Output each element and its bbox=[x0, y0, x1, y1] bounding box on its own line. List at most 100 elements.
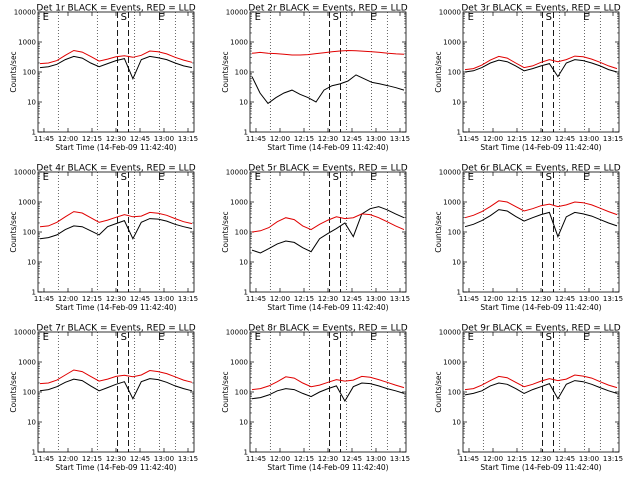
x-tick-label: 13:00 bbox=[579, 455, 599, 463]
series-line-events bbox=[464, 209, 618, 238]
x-tick-label: 13:00 bbox=[366, 135, 386, 143]
marker-label: S bbox=[333, 172, 339, 183]
y-tick-label: 100 bbox=[23, 229, 36, 237]
x-tick-label: 11:45 bbox=[459, 135, 479, 143]
y-tick-label: 1 bbox=[32, 449, 36, 457]
x-axis-label: Start Time (14-Feb-09 11:42:40) bbox=[55, 303, 176, 312]
series-line-lld bbox=[39, 211, 193, 228]
x-tick-label: 12:45 bbox=[130, 295, 150, 303]
panel-title: Det 4r BLACK = Events, RED = LLD bbox=[36, 164, 195, 174]
series-line-events bbox=[39, 55, 193, 80]
x-tick-label: 11:45 bbox=[246, 295, 266, 303]
x-tick-label: 11:45 bbox=[34, 455, 54, 463]
x-tick-label: 12:00 bbox=[270, 455, 290, 463]
x-tick-label: 12:00 bbox=[483, 295, 503, 303]
x-tick-label: 12:45 bbox=[130, 455, 150, 463]
y-tick-label: 1000 bbox=[230, 39, 248, 47]
y-tick-label: 1000 bbox=[443, 39, 461, 47]
series-line-events bbox=[39, 378, 193, 400]
marker-label: S bbox=[333, 12, 339, 23]
series-line-lld bbox=[464, 55, 618, 71]
marker-label: E bbox=[583, 332, 589, 343]
plot-frame bbox=[462, 331, 620, 453]
x-tick-label: 12:30 bbox=[531, 295, 551, 303]
x-tick-label: 12:30 bbox=[318, 455, 338, 463]
plot-frame bbox=[462, 171, 620, 293]
series-line-events bbox=[251, 206, 405, 254]
x-tick-label: 12:00 bbox=[58, 455, 78, 463]
marker-label: E bbox=[255, 172, 261, 183]
x-tick-label: 13:15 bbox=[390, 455, 410, 463]
x-axis-label: Start Time (14-Feb-09 11:42:40) bbox=[267, 463, 388, 472]
x-tick-label: 12:15 bbox=[507, 135, 527, 143]
x-tick-label: 12:30 bbox=[531, 455, 551, 463]
y-axis-label: Counts/sec bbox=[221, 211, 230, 252]
panel-title: Det 1r BLACK = Events, RED = LLD bbox=[36, 4, 195, 14]
y-tick-label: 10000 bbox=[14, 169, 36, 177]
x-tick-label: 12:00 bbox=[270, 135, 290, 143]
x-axis-label: Start Time (14-Feb-09 11:42:40) bbox=[480, 303, 601, 312]
x-tick-label: 12:15 bbox=[82, 455, 102, 463]
x-tick-label: 13:15 bbox=[178, 135, 198, 143]
series-line-events bbox=[251, 74, 405, 105]
x-tick-label: 13:00 bbox=[366, 295, 386, 303]
series-line-lld bbox=[39, 49, 193, 65]
series-line-lld bbox=[251, 213, 405, 233]
y-tick-label: 1 bbox=[457, 449, 461, 457]
marker-label: E bbox=[468, 332, 474, 343]
marker-label: S bbox=[121, 172, 127, 183]
marker-label: E bbox=[370, 172, 376, 183]
y-tick-label: 1000 bbox=[230, 359, 248, 367]
marker-label: E bbox=[158, 332, 164, 343]
y-tick-label: 100 bbox=[23, 389, 36, 397]
plot-frame bbox=[249, 11, 407, 133]
y-tick-label: 10 bbox=[27, 259, 36, 267]
x-tick-label: 13:15 bbox=[178, 455, 198, 463]
marker-label: E bbox=[583, 172, 589, 183]
marker-label: E bbox=[255, 332, 261, 343]
series-line-lld bbox=[464, 374, 618, 391]
y-tick-label: 100 bbox=[235, 69, 248, 77]
panel-title: Det 3r BLACK = Events, RED = LLD bbox=[461, 4, 620, 14]
marker-label: S bbox=[546, 12, 552, 23]
x-tick-label: 12:15 bbox=[82, 295, 102, 303]
series-line-lld bbox=[251, 49, 405, 56]
x-tick-label: 12:30 bbox=[318, 295, 338, 303]
y-tick-label: 1 bbox=[32, 129, 36, 137]
x-tick-label: 11:45 bbox=[34, 135, 54, 143]
x-tick-label: 12:30 bbox=[106, 295, 126, 303]
x-tick-label: 12:30 bbox=[318, 135, 338, 143]
x-tick-label: 13:15 bbox=[390, 295, 410, 303]
plot-frame bbox=[462, 11, 620, 133]
series-line-events bbox=[464, 380, 618, 400]
series-line-lld bbox=[39, 369, 193, 385]
y-axis-label: Counts/sec bbox=[221, 51, 230, 92]
panel-title: Det 6r BLACK = Events, RED = LLD bbox=[461, 164, 620, 174]
plot-frame bbox=[37, 11, 195, 133]
x-tick-label: 12:45 bbox=[555, 135, 575, 143]
y-tick-label: 10000 bbox=[226, 9, 248, 17]
x-tick-label: 13:15 bbox=[603, 455, 623, 463]
x-tick-label: 12:00 bbox=[58, 295, 78, 303]
y-tick-label: 100 bbox=[448, 229, 461, 237]
y-tick-label: 1000 bbox=[443, 359, 461, 367]
marker-label: E bbox=[370, 12, 376, 23]
x-tick-label: 11:45 bbox=[246, 455, 266, 463]
x-tick-label: 11:45 bbox=[246, 135, 266, 143]
y-axis-label: Counts/sec bbox=[434, 371, 443, 412]
x-axis-label: Start Time (14-Feb-09 11:42:40) bbox=[480, 143, 601, 152]
y-tick-label: 1 bbox=[244, 289, 248, 297]
y-tick-label: 10 bbox=[239, 99, 248, 107]
x-axis-label: Start Time (14-Feb-09 11:42:40) bbox=[267, 143, 388, 152]
marker-label: S bbox=[333, 332, 339, 343]
x-tick-label: 13:00 bbox=[366, 455, 386, 463]
x-tick-label: 11:45 bbox=[459, 295, 479, 303]
x-axis-label: Start Time (14-Feb-09 11:42:40) bbox=[55, 143, 176, 152]
marker-label: S bbox=[121, 332, 127, 343]
x-tick-label: 12:15 bbox=[294, 135, 314, 143]
y-axis-label: Counts/sec bbox=[434, 211, 443, 252]
